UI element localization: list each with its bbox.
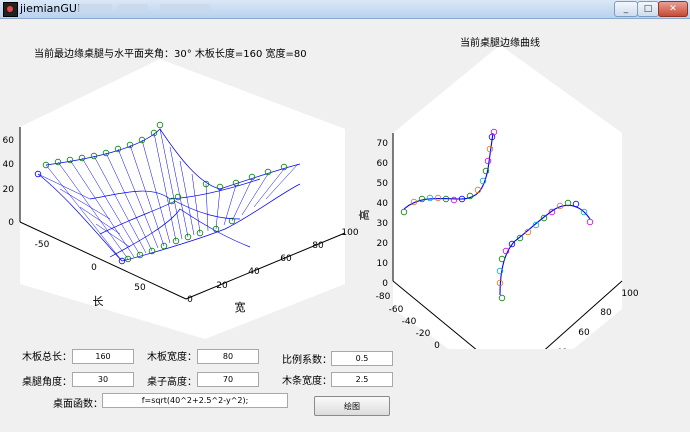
left-y-axis-label: 宽 xyxy=(235,300,246,314)
maximize-button[interactable]: □ xyxy=(637,1,659,17)
left-y-tick: 0 xyxy=(187,295,193,305)
left-y-tick: 100 xyxy=(341,228,358,238)
right-curve-lower-markers xyxy=(496,199,594,302)
right-curve-upper-markers xyxy=(400,128,498,216)
left-z-tick: 60 xyxy=(3,136,15,146)
maximize-icon: □ xyxy=(643,4,653,14)
right-z-axis-label: 高 xyxy=(357,210,371,221)
leg-angle-input[interactable] xyxy=(72,372,134,387)
strip-width-input[interactable] xyxy=(331,372,393,387)
right-z-tick: 0 xyxy=(382,279,388,289)
left-surface-markers xyxy=(42,121,288,263)
right-x-tick: -60 xyxy=(389,305,404,315)
close-icon: ✕ xyxy=(669,4,677,14)
right-z-tick: 50 xyxy=(377,179,389,189)
right-z-tick: 60 xyxy=(377,159,389,169)
leg-angle-label: 桌腿角度： xyxy=(22,377,72,388)
draw-button[interactable]: 绘图 xyxy=(314,396,390,416)
left-x-tick: -50 xyxy=(35,240,50,250)
left-x-tick: 0 xyxy=(91,263,97,273)
menu-item-blurred-2[interactable] xyxy=(118,4,148,13)
right-y-tick: 40 xyxy=(556,348,568,349)
strip-width-label: 木条宽度： xyxy=(282,376,332,387)
minimize-button[interactable]: _ xyxy=(614,1,638,17)
left-y-tick: 60 xyxy=(280,254,292,264)
right-x-tick: -80 xyxy=(376,292,391,302)
table-height-input[interactable] xyxy=(197,372,259,387)
left-plot-title: 当前最边缘桌腿与水平面夹角：30° 木板长度=160 宽度=80 xyxy=(34,49,307,60)
scale-factor-label: 比例系数： xyxy=(282,355,332,366)
window-title: jiemianGUI xyxy=(20,2,81,15)
left-x-axis-label: 长 xyxy=(93,295,104,308)
right-z-tick: 40 xyxy=(377,199,389,209)
menu-item-blurred-1[interactable] xyxy=(78,4,112,13)
menu-item-blurred-3[interactable] xyxy=(160,4,210,13)
right-plot-title: 当前桌腿边缘曲线 xyxy=(460,38,540,49)
right-y-tick: 60 xyxy=(578,328,590,338)
right-plot-area xyxy=(393,45,622,349)
left-surface-plot xyxy=(37,128,301,262)
left-axes-lines xyxy=(19,127,346,300)
total-length-input[interactable] xyxy=(72,349,134,364)
board-width-input[interactable] xyxy=(197,349,259,364)
total-length-label: 木板总长： xyxy=(22,352,72,363)
right-x-tick: -20 xyxy=(416,329,431,339)
surface-function-input[interactable] xyxy=(102,393,288,408)
left-surface-marker-blue-2 xyxy=(118,257,126,265)
left-z-tick: 20 xyxy=(3,185,15,195)
left-surface-marker-blue xyxy=(34,170,42,178)
plots-canvas: 60 40 20 0 -50 0 50 0 20 40 60 80 100 长 … xyxy=(3,45,639,349)
surface-function-label: 桌面函数： xyxy=(53,399,103,410)
left-y-tick: 80 xyxy=(312,241,324,251)
left-x-tick: 50 xyxy=(134,283,146,293)
right-y-tick: 80 xyxy=(600,308,612,318)
left-plot-area xyxy=(20,59,345,339)
right-z-tick: 70 xyxy=(377,139,389,149)
figure-content: 60 40 20 0 -50 0 50 0 20 40 60 80 100 长 … xyxy=(0,19,690,432)
left-y-tick: 40 xyxy=(248,267,260,277)
right-x-tick: 0 xyxy=(434,341,440,349)
left-z-tick: 40 xyxy=(3,160,15,170)
right-axes-lines xyxy=(392,133,623,349)
right-z-tick: 10 xyxy=(377,259,389,269)
right-z-tick: 30 xyxy=(377,219,389,229)
window-titlebar: jiemianGUI _ □ ✕ xyxy=(0,0,690,19)
scale-factor-input[interactable] xyxy=(331,351,393,366)
right-curve-upper xyxy=(403,132,494,210)
right-y-tick: 100 xyxy=(621,289,638,299)
left-surface-ribs xyxy=(37,128,299,262)
right-x-tick: -40 xyxy=(402,317,417,327)
board-width-label: 木板宽度： xyxy=(147,352,197,363)
minimize-icon: _ xyxy=(623,4,629,14)
matlab-figure-icon xyxy=(3,2,18,17)
close-button[interactable]: ✕ xyxy=(658,1,688,17)
right-z-tick: 20 xyxy=(377,239,389,249)
left-z-tick: 0 xyxy=(8,218,14,228)
table-height-label: 桌子高度： xyxy=(147,377,197,388)
left-y-tick: 20 xyxy=(216,281,228,291)
